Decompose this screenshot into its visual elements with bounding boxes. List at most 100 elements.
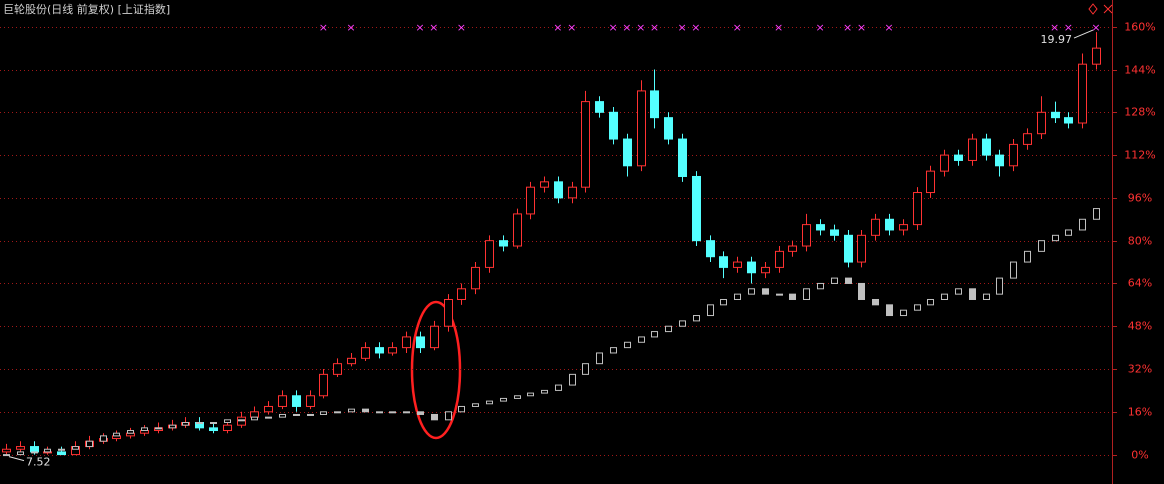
candle-body: [803, 288, 810, 300]
candle-body: [830, 229, 839, 236]
candle-body: [1023, 133, 1032, 145]
candle-body: [210, 421, 217, 424]
chart-title: 巨轮股份(日线 前复权) [上证指数]: [3, 2, 170, 16]
candle-body: [954, 154, 963, 161]
candle-body: [707, 304, 714, 317]
candle-body: [472, 403, 479, 407]
candle-body: [100, 435, 107, 442]
y-tick-label: 112%: [1124, 149, 1155, 162]
candle-body: [816, 224, 825, 231]
candle-body: [1038, 240, 1045, 252]
candle-body: [402, 336, 411, 349]
signal-mark: ×: [884, 21, 893, 34]
signal-mark: ×: [1091, 21, 1100, 34]
candle-body: [375, 347, 384, 354]
candle-body: [2, 448, 11, 453]
candle-body: [789, 293, 796, 300]
candle-body: [857, 234, 866, 263]
candle-body: [471, 266, 480, 290]
candle-body: [1079, 218, 1086, 231]
candle-body: [996, 277, 1003, 295]
signal-mark: ×: [608, 21, 617, 34]
signal-mark: ×: [457, 21, 466, 34]
candle-body: [761, 266, 770, 274]
candle-body: [638, 336, 645, 343]
candle-body: [514, 395, 521, 399]
candle-body: [679, 320, 686, 327]
candle-body: [334, 411, 341, 414]
candle-body: [1052, 234, 1059, 242]
candle-body: [265, 416, 272, 419]
signal-mark: ×: [622, 21, 631, 34]
y-tick-label: 144%: [1124, 64, 1155, 77]
candle-body: [595, 101, 604, 113]
candle-body: [610, 347, 617, 354]
candle-body: [362, 408, 369, 413]
signal-mark: ×: [691, 21, 700, 34]
candle-body: [500, 397, 507, 402]
candle-body: [568, 186, 577, 199]
candle-body: [540, 181, 549, 188]
candle-body: [706, 240, 715, 258]
signal-mark: ×: [1064, 21, 1073, 34]
candle-body: [31, 451, 38, 454]
candle-body: [582, 363, 589, 375]
candle-body: [431, 413, 438, 421]
candle-body: [155, 427, 162, 430]
candle-body: [802, 224, 811, 247]
candle-body: [526, 186, 535, 215]
candle-body: [127, 430, 134, 434]
candle-body: [748, 288, 755, 295]
candle-body: [486, 400, 493, 405]
signal-mark: ×: [346, 21, 355, 34]
candle-body: [72, 446, 79, 450]
candle-body: [693, 315, 700, 322]
candle-body: [348, 408, 355, 413]
signal-mark: ×: [677, 21, 686, 34]
candle-body: [306, 395, 315, 407]
candle-body: [293, 413, 300, 416]
signal-mark: ×: [774, 21, 783, 34]
candle-body: [983, 293, 990, 300]
candle-body: [444, 298, 453, 327]
candle-body: [333, 363, 342, 375]
high-annotation: 19.97: [1041, 33, 1073, 46]
candle-body: [86, 440, 93, 448]
candle-body: [968, 138, 977, 161]
candle-body: [719, 256, 728, 268]
candle-body: [319, 373, 328, 397]
candle-body: [747, 261, 756, 274]
close-icon[interactable]: [1103, 4, 1113, 14]
y-tick-label: 32%: [1128, 363, 1152, 376]
candle-body: [1078, 63, 1087, 124]
candle-body: [527, 392, 534, 397]
candle-body: [941, 293, 948, 300]
candle-body: [733, 261, 742, 268]
candle-body: [1009, 143, 1018, 167]
candle-body: [279, 413, 286, 418]
candle-body: [403, 411, 410, 414]
candle-body: [927, 298, 934, 306]
candle-body: [581, 101, 590, 188]
candle-body: [499, 240, 508, 247]
candle-body: [430, 325, 439, 349]
candle-body: [569, 373, 576, 386]
y-tick-label: 64%: [1128, 277, 1152, 290]
candle-body: [417, 411, 424, 415]
candle-body: [982, 138, 991, 156]
candle-body: [776, 293, 783, 296]
candle-body: [1065, 229, 1072, 236]
y-tick-label: 48%: [1128, 320, 1152, 333]
candle-body: [650, 90, 659, 119]
signal-mark: ×: [857, 21, 866, 34]
candle-body: [3, 454, 10, 457]
candle-body: [926, 170, 935, 194]
candle-body: [182, 421, 189, 426]
candle-body: [858, 282, 865, 300]
diamond-icon[interactable]: [1088, 3, 1098, 15]
candle-body: [196, 421, 203, 424]
candle-body: [292, 395, 301, 407]
signal-mark: ×: [415, 21, 424, 34]
y-tick-label: 128%: [1124, 106, 1155, 119]
